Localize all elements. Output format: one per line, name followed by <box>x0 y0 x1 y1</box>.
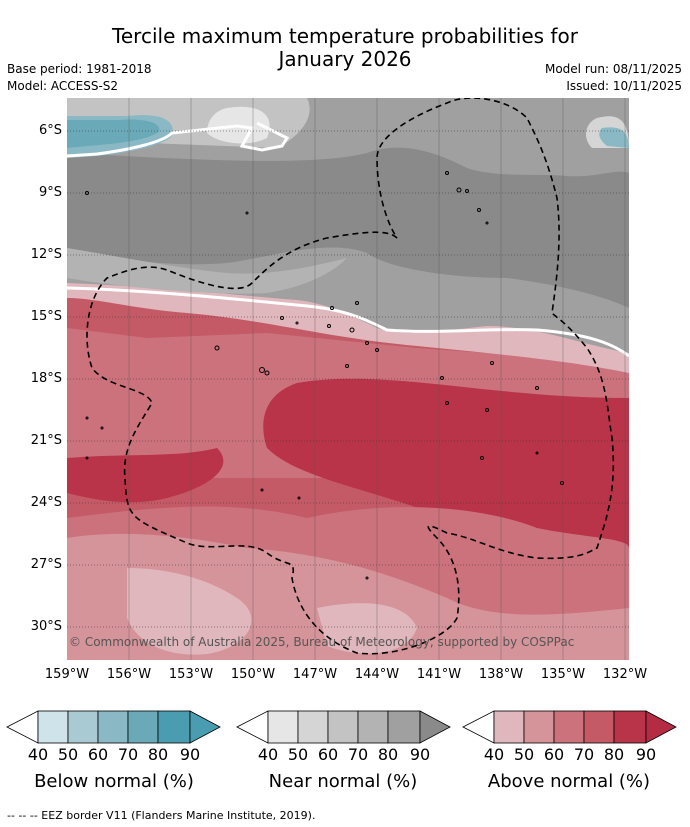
above-50-patch-2 <box>317 603 417 654</box>
above-50-patch <box>127 568 252 655</box>
near-90-area <box>67 147 629 308</box>
below-tick: 70 <box>117 745 139 764</box>
model-name: Model: ACCESS-S2 <box>7 79 119 93</box>
above-tick: 90 <box>635 745 657 764</box>
lat-label: 27°S <box>30 557 62 572</box>
lon-label: 159°W <box>44 667 90 682</box>
above-tick: 40 <box>483 745 505 764</box>
lon-label: 138°W <box>478 667 524 682</box>
lon-label: 141°W <box>416 667 462 682</box>
above-tick: 60 <box>543 745 565 764</box>
below-boundary-line <box>67 121 290 158</box>
near-legend-title: Near normal (%) <box>268 771 418 792</box>
above-80-region <box>263 378 629 558</box>
below-tick: 40 <box>27 745 49 764</box>
lat-label: 15°S <box>30 309 62 324</box>
lon-label: 153°W <box>168 667 214 682</box>
title-line-1: Tercile maximum temperature probabilitie… <box>112 24 578 48</box>
model-run: Model run: 08/11/2025 <box>544 62 682 76</box>
near-tick: 80 <box>377 745 399 764</box>
above-80-west <box>67 448 224 503</box>
near-tick: 50 <box>287 745 309 764</box>
map-svg: © Commonwealth of Australia 2025, Bureau… <box>67 98 629 660</box>
near-tick: 70 <box>347 745 369 764</box>
lat-label: 30°S <box>30 619 62 634</box>
above-tick: 70 <box>573 745 595 764</box>
near-tick: 40 <box>257 745 279 764</box>
below-tick: 80 <box>147 745 169 764</box>
lat-gridlines <box>67 130 629 628</box>
lon-label: 147°W <box>292 667 338 682</box>
issued-date: Issued: 10/11/2025 <box>566 79 682 93</box>
below-colorbar <box>6 710 221 744</box>
above-50-transition <box>67 268 629 373</box>
below-tick: 90 <box>179 745 201 764</box>
near-80-band <box>67 248 347 294</box>
lon-label: 144°W <box>354 667 400 682</box>
lat-label: 6°S <box>38 123 62 138</box>
below-legend-title: Below normal (%) <box>34 771 194 792</box>
eez-borders <box>86 98 615 655</box>
probability-map: © Commonwealth of Australia 2025, Bureau… <box>67 98 629 660</box>
above-colorbar <box>462 710 677 744</box>
above-legend-title: Above normal (%) <box>487 771 651 792</box>
near-tick: 60 <box>317 745 339 764</box>
lon-label: 135°W <box>540 667 586 682</box>
below-normal-east <box>599 127 629 148</box>
lon-label: 156°W <box>106 667 152 682</box>
eez-footnote: -- -- -- EEZ border V11 (Flanders Marine… <box>7 809 316 822</box>
lat-label: 12°S <box>30 247 62 262</box>
below-tick: 60 <box>87 745 109 764</box>
near-colorbar <box>236 710 451 744</box>
eez-border-line <box>86 98 615 655</box>
title-line-2: January 2026 <box>278 47 412 71</box>
above-tick: 80 <box>603 745 625 764</box>
lat-label: 21°S <box>30 433 62 448</box>
lat-label: 24°S <box>30 495 62 510</box>
below-70-area <box>67 119 160 148</box>
colorbars <box>6 710 677 744</box>
lat-label: 18°S <box>30 371 62 386</box>
below-tick: 50 <box>57 745 79 764</box>
near-tick: 90 <box>409 745 431 764</box>
lon-label: 132°W <box>602 667 648 682</box>
base-period: Base period: 1981-2018 <box>7 62 152 76</box>
lon-label: 150°W <box>230 667 276 682</box>
above-tick: 50 <box>513 745 535 764</box>
copyright-text: © Commonwealth of Australia 2025, Bureau… <box>69 635 574 649</box>
lat-label: 9°S <box>38 185 62 200</box>
above-boundary-line <box>67 286 629 358</box>
islands <box>85 171 564 580</box>
